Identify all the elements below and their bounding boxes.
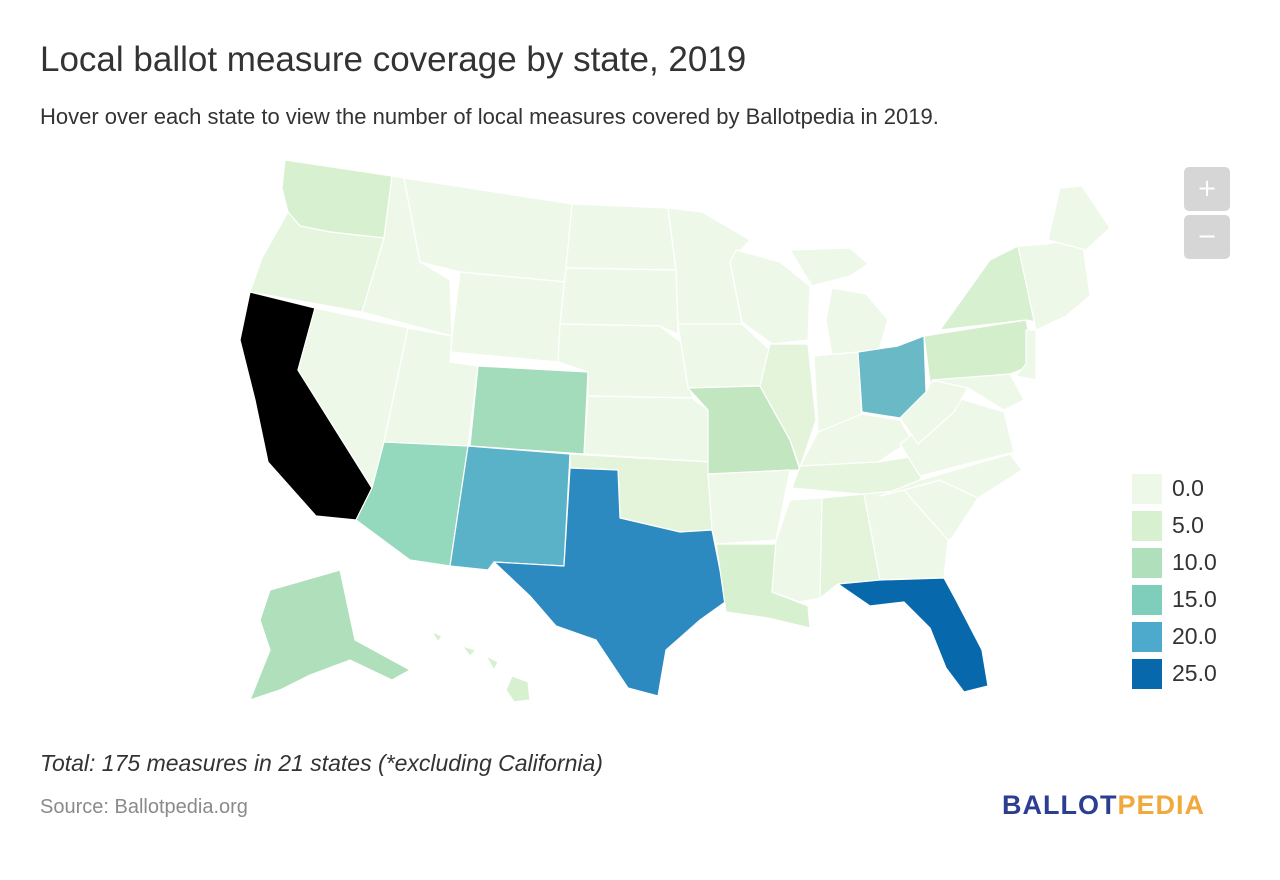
- state-me[interactable]: [1047, 185, 1111, 251]
- legend-label: 20.0: [1172, 623, 1217, 649]
- legend-label: 15.0: [1172, 586, 1217, 612]
- state-fl[interactable]: [837, 577, 989, 693]
- legend-label: 5.0: [1172, 512, 1204, 538]
- state-co[interactable]: [469, 365, 589, 455]
- state-md[interactable]: [931, 373, 1025, 411]
- legend-item: 10.0: [1132, 544, 1217, 581]
- map-legend: 0.0 5.0 10.0 15.0 20.0 25.0: [1132, 470, 1217, 692]
- state-sd[interactable]: [559, 267, 679, 335]
- state-ak[interactable]: [249, 569, 411, 701]
- legend-swatch: [1132, 547, 1162, 578]
- state-new-england[interactable]: [1017, 237, 1091, 331]
- legend-item: 20.0: [1132, 618, 1217, 655]
- legend-item: 0.0: [1132, 470, 1217, 507]
- legend-swatch: [1132, 621, 1162, 652]
- legend-item: 25.0: [1132, 655, 1217, 692]
- state-ks[interactable]: [583, 395, 711, 463]
- zoom-in-button[interactable]: +: [1184, 167, 1230, 211]
- source-credit: Source: Ballotpedia.org: [40, 796, 248, 818]
- footnote-total: Total: 175 measures in 21 states (*exclu…: [40, 750, 603, 776]
- legend-swatch: [1132, 658, 1162, 689]
- state-wi[interactable]: [729, 249, 811, 345]
- zoom-out-button[interactable]: −: [1184, 215, 1230, 259]
- state-nm[interactable]: [449, 445, 571, 571]
- legend-swatch: [1132, 473, 1162, 504]
- logo-text-ballot: BALLOT: [1002, 790, 1118, 820]
- legend-swatch: [1132, 584, 1162, 615]
- state-ky[interactable]: [799, 413, 913, 467]
- state-mt[interactable]: [403, 177, 573, 283]
- legend-swatch: [1132, 510, 1162, 541]
- legend-item: 15.0: [1132, 581, 1217, 618]
- state-ia[interactable]: [677, 323, 771, 389]
- state-wy[interactable]: [449, 271, 567, 363]
- state-nj[interactable]: [1015, 329, 1037, 381]
- state-nc[interactable]: [879, 453, 1023, 499]
- legend-label: 0.0: [1172, 475, 1204, 501]
- ballotpedia-logo[interactable]: BALLOTPEDIA: [1002, 790, 1205, 821]
- state-ar[interactable]: [707, 469, 791, 545]
- state-tx[interactable]: [493, 467, 729, 697]
- logo-text-pedia: PEDIA: [1117, 790, 1206, 820]
- state-hi[interactable]: [431, 631, 531, 703]
- chart-subtitle: Hover over each state to view the number…: [40, 104, 939, 129]
- legend-label: 10.0: [1172, 549, 1217, 575]
- chart-title: Local ballot measure coverage by state, …: [40, 40, 747, 79]
- legend-item: 5.0: [1132, 507, 1217, 544]
- legend-label: 25.0: [1172, 660, 1217, 686]
- state-nd[interactable]: [565, 203, 677, 271]
